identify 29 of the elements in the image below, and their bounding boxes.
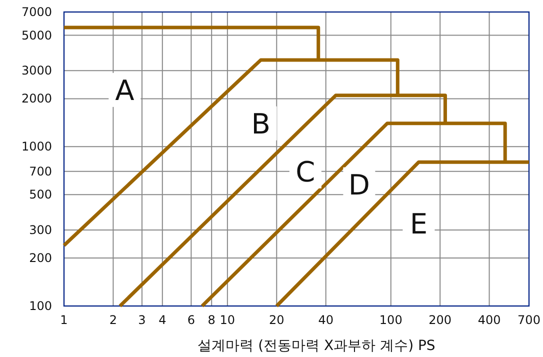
annotation: B [251,107,270,140]
y-tick-label: 5000 [21,28,52,42]
annotation: A [115,74,134,107]
x-tick-label: 4 [158,313,166,327]
x-tick-label: 40 [318,313,334,327]
y-tick-label: 500 [29,188,52,202]
y-tick-label: 2000 [21,92,52,106]
x-tick-label: 10 [220,313,236,327]
y-tick-label: 100 [29,299,52,313]
y-tick-label: 300 [29,222,52,237]
annotation: C [296,155,316,188]
y-tick-label: 700 [29,164,52,178]
y-tick-label: 1000 [21,140,52,154]
annotation: E [410,207,428,240]
y-tick-label: 3000 [21,64,52,78]
x-tick-label: 2 [109,313,118,327]
x-tick-label: 700 [518,313,540,327]
x-tick-label: 3 [138,313,146,327]
x-tick-label: 400 [478,313,501,327]
x-tick-label: 1 [60,313,68,327]
x-tick-label: 200 [428,313,452,327]
x-tick-label: 20 [269,313,284,327]
y-tick-label: 200 [29,251,52,266]
x-tick-label: 100 [379,313,402,327]
x-tick-label: 8 [208,313,216,327]
x-tick-label: 6 [187,313,195,327]
annotation: D [348,168,370,202]
x-axis-title: 설계마력 (전동마력 X과부하 계수) PS [198,338,436,354]
y-tick-label: 7000 [21,5,52,19]
